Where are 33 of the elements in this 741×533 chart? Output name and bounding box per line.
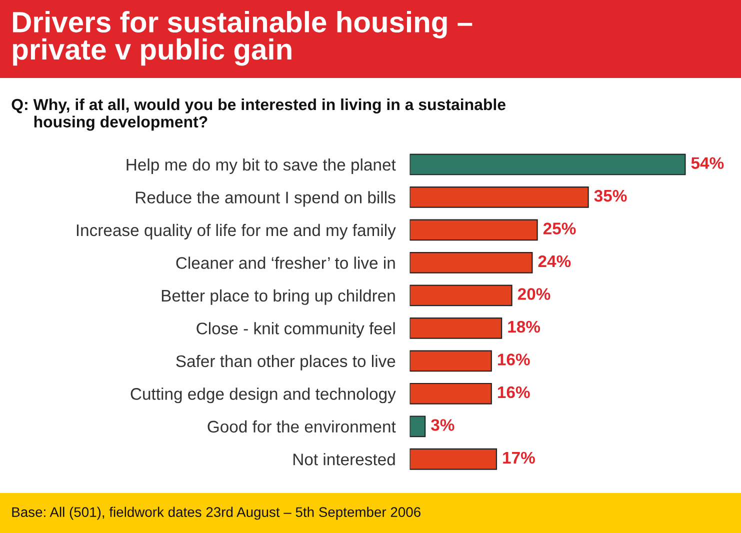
y-tick-label: Cutting edge design and technology: [130, 388, 396, 404]
text: Q: Why, if at all, would you be interested in living in a sustainable housing development?: [12, 98, 506, 131]
y-tick-label: Cleaner and ‘fresher’ to live in: [176, 256, 395, 269]
y-tick-label: Safer than other places to live: [176, 354, 396, 370]
chart-title: Drivers for sustainable housing – private v public gain: [13, 11, 472, 66]
data-label: 24%: [538, 255, 571, 268]
data-label: 3%: [431, 419, 454, 431]
bar: [410, 416, 426, 438]
bar: [410, 317, 502, 339]
data-label: 35%: [594, 190, 627, 202]
bar: [410, 252, 533, 274]
data-label: 20%: [518, 288, 550, 300]
bar: [410, 219, 538, 241]
data-label: 16%: [498, 354, 530, 366]
y-tick-label: Good for the environment: [208, 420, 396, 433]
bar: [410, 186, 589, 208]
data-label: 16%: [498, 386, 530, 398]
data-label: 54%: [691, 157, 724, 169]
bar: [410, 154, 686, 176]
y-tick-label: Better place to bring up children: [162, 289, 395, 305]
bar: [410, 350, 492, 372]
y-tick-label: Increase quality of life for me and my family: [76, 224, 396, 240]
y-tick-label: Help me do my bit to save the planet: [126, 158, 396, 174]
text: Base: All (501), fieldwork dates 23rd August – 5th September 2006: [12, 506, 420, 520]
bar: [410, 382, 492, 404]
y-tick-label: Close - knit community feel: [196, 322, 395, 338]
y-tick-label: Reduce the amount I spend on bills: [136, 191, 396, 207]
data-label: 17%: [503, 452, 535, 464]
y-tick-label: Not interested: [294, 453, 395, 466]
bar: [410, 448, 498, 470]
data-label: 25%: [543, 222, 576, 234]
bar: [410, 284, 512, 306]
data-label: 18%: [508, 320, 540, 333]
